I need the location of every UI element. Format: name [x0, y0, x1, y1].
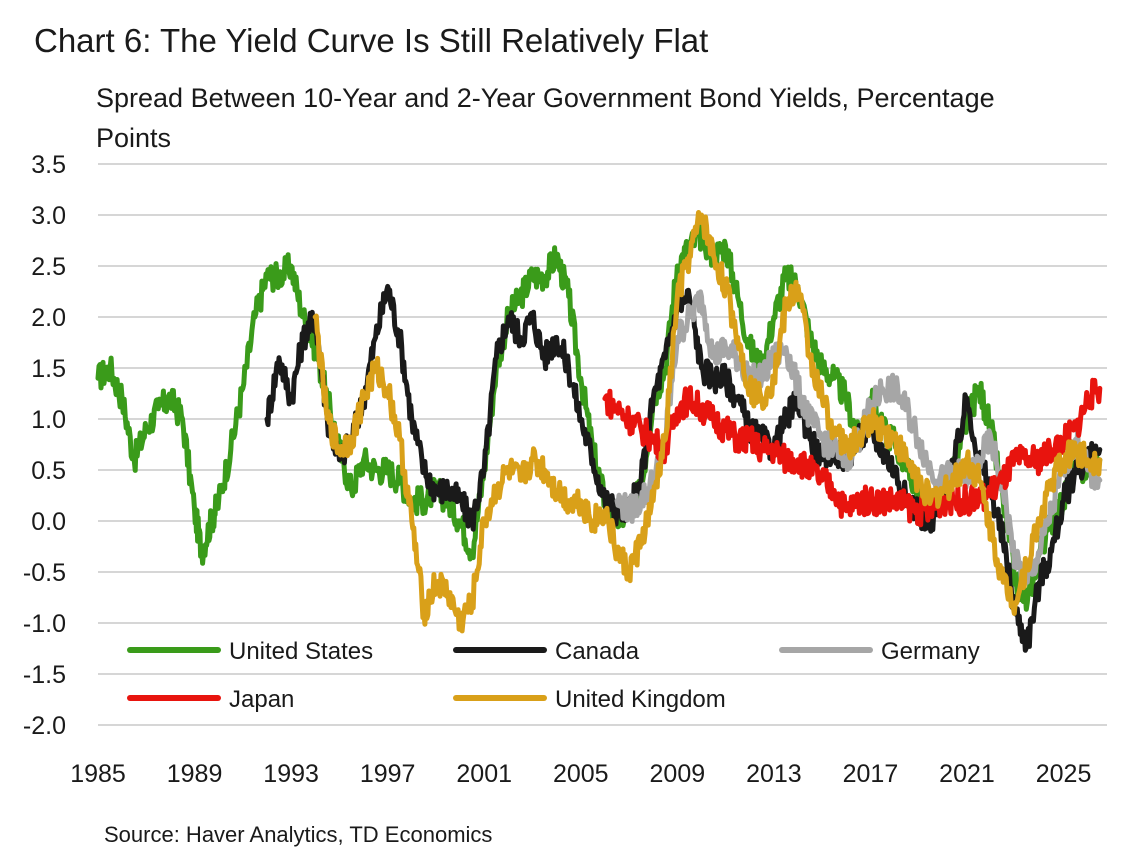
- x-tick-label: 1993: [263, 760, 319, 788]
- y-axis-tick-labels: 3.5 3.0 2.5 2.0 1.5 1.0 0.5 0.0 -0.5 -1.0 -1.5 -2.0: [23, 151, 66, 740]
- y-tick-label: 1.5: [31, 355, 66, 383]
- x-axis-tick-labels: 1985 1989 1993 1997 2001 2005 2009 2013 2017 2021…: [70, 760, 1091, 788]
- y-tick-label: -0.5: [23, 559, 66, 587]
- x-tick-label: 2013: [746, 760, 802, 788]
- y-tick-label: 2.5: [31, 253, 66, 281]
- y-tick-label: 1.0: [31, 406, 66, 434]
- y-tick-label: -1.5: [23, 661, 66, 689]
- chart-title: Chart 6: The Yield Curve Is Still Relati…: [34, 22, 709, 59]
- x-tick-label: 2025: [1036, 760, 1092, 788]
- legend-label: Canada: [555, 638, 640, 665]
- source-note: Source: Haver Analytics, TD Economics: [104, 822, 493, 847]
- series-line-united-kingdom: [312, 210, 1103, 634]
- x-tick-label: 1985: [70, 760, 126, 788]
- legend: United States Canada Germany Japan United Ki…: [127, 638, 980, 713]
- y-tick-label: 2.0: [31, 304, 66, 332]
- series-line-japan: [602, 377, 1103, 528]
- chart-svg: 3.5 3.0 2.5 2.0 1.5 1.0 0.5 0.0 -0.5 -1.0 -1.5 -2.0…: [23, 151, 1107, 788]
- x-tick-label: 1989: [167, 760, 223, 788]
- series-lines: [95, 210, 1103, 653]
- chart-subtitle: Spread Between 10-Year and 2-Year Govern…: [96, 83, 995, 153]
- y-tick-label: 3.5: [31, 151, 66, 179]
- y-tick-label: -1.0: [23, 610, 66, 638]
- y-tick-label: 3.0: [31, 202, 66, 230]
- y-tick-label: 0.5: [31, 457, 66, 485]
- x-tick-label: 2001: [456, 760, 512, 788]
- legend-label: Germany: [881, 638, 980, 665]
- y-tick-label: -2.0: [23, 712, 66, 740]
- series-line-united-states: [95, 221, 1103, 612]
- x-tick-label: 2009: [650, 760, 706, 788]
- x-tick-label: 2021: [939, 760, 995, 788]
- x-tick-label: 2005: [553, 760, 609, 788]
- legend-label: Japan: [229, 686, 294, 713]
- x-tick-label: 1997: [360, 760, 416, 788]
- x-tick-label: 2017: [843, 760, 899, 788]
- series-line-canada: [264, 283, 1103, 653]
- y-tick-label: 0.0: [31, 508, 66, 536]
- legend-label: United Kingdom: [555, 686, 726, 713]
- legend-label: United States: [229, 638, 373, 665]
